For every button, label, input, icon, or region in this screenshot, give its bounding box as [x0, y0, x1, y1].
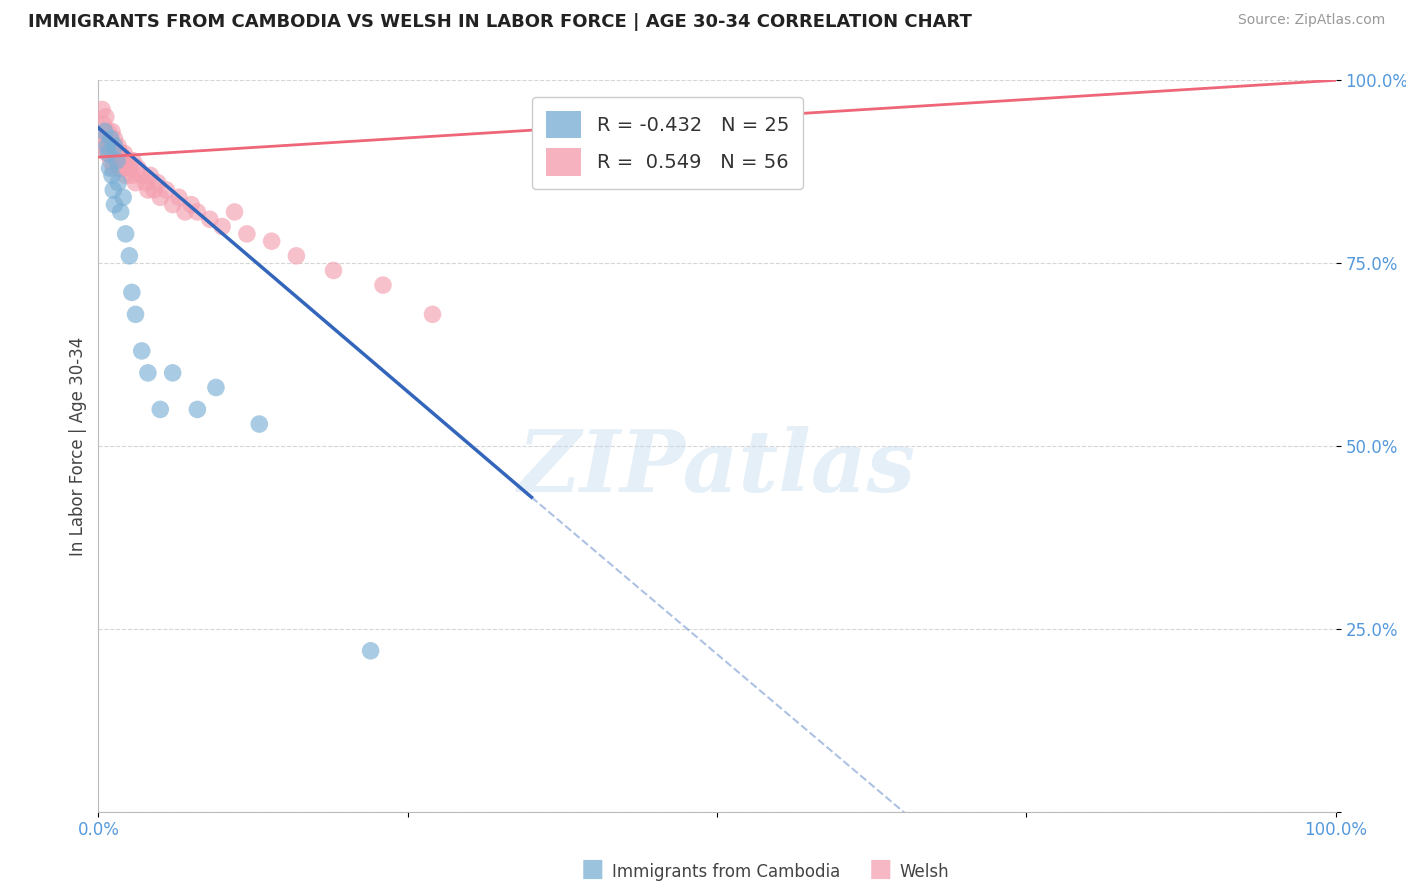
Point — [91, 103, 114, 117]
Point — [98, 161, 121, 175]
Point — [155, 183, 177, 197]
Text: IMMIGRANTS FROM CAMBODIA VS WELSH IN LABOR FORCE | AGE 30-34 CORRELATION CHART: IMMIGRANTS FROM CAMBODIA VS WELSH IN LAB… — [28, 13, 972, 31]
Text: ZIPatlas: ZIPatlas — [517, 426, 917, 509]
Point — [93, 139, 115, 153]
Point — [103, 197, 125, 211]
Point — [149, 402, 172, 417]
Point — [186, 402, 208, 417]
Point — [104, 146, 127, 161]
Point — [100, 139, 122, 153]
Point — [93, 124, 115, 138]
Point — [131, 343, 153, 358]
Point — [94, 110, 117, 124]
Point — [101, 169, 124, 183]
Point — [107, 176, 129, 190]
Point — [96, 146, 118, 161]
Point — [122, 153, 145, 168]
Point — [167, 190, 190, 204]
Point — [105, 153, 128, 168]
Point — [114, 169, 136, 183]
Text: ■: ■ — [581, 857, 605, 881]
Point — [118, 161, 141, 175]
Point — [224, 205, 246, 219]
Point — [110, 146, 132, 161]
Point — [112, 146, 135, 161]
Text: Welsh: Welsh — [900, 863, 949, 881]
Point — [360, 644, 382, 658]
Point — [111, 153, 134, 168]
Point — [97, 139, 120, 153]
Point — [97, 124, 120, 138]
Point — [107, 139, 129, 153]
Point — [112, 161, 135, 175]
Point — [100, 132, 122, 146]
Point — [322, 263, 344, 277]
Y-axis label: In Labor Force | Age 30-34: In Labor Force | Age 30-34 — [69, 336, 87, 556]
Point — [105, 153, 128, 168]
Point — [103, 132, 125, 146]
Point — [121, 169, 143, 183]
Point — [103, 146, 125, 161]
Point — [136, 183, 159, 197]
Point — [143, 183, 166, 197]
Point — [96, 139, 118, 153]
Point — [131, 169, 153, 183]
Point — [103, 183, 125, 197]
Point — [149, 190, 172, 204]
Point — [162, 366, 184, 380]
Point — [180, 197, 202, 211]
Text: Source: ZipAtlas.com: Source: ZipAtlas.com — [1237, 13, 1385, 28]
Point — [422, 307, 444, 321]
Point — [121, 285, 143, 300]
Text: ■: ■ — [869, 857, 893, 881]
Point — [103, 139, 125, 153]
Point — [124, 176, 146, 190]
Point — [110, 205, 132, 219]
Point — [124, 307, 146, 321]
Point — [98, 132, 121, 146]
Point — [93, 117, 115, 131]
Text: Immigrants from Cambodia: Immigrants from Cambodia — [612, 863, 839, 881]
Point — [139, 169, 162, 183]
Point — [198, 212, 221, 227]
Point — [108, 161, 131, 175]
Point — [97, 146, 120, 161]
Point — [146, 176, 169, 190]
Point — [205, 380, 228, 394]
Point — [118, 249, 141, 263]
Point — [114, 227, 136, 241]
Point — [103, 161, 125, 175]
Point — [115, 153, 138, 168]
Point — [101, 124, 124, 138]
Point — [371, 278, 394, 293]
Point — [98, 146, 121, 161]
Point — [127, 161, 149, 175]
Point — [103, 139, 125, 153]
Point — [162, 197, 184, 211]
Point — [100, 153, 122, 168]
Point — [211, 219, 233, 234]
Point — [260, 234, 283, 248]
Legend: R = -0.432   N = 25, R =  0.549   N = 56: R = -0.432 N = 25, R = 0.549 N = 56 — [533, 97, 803, 189]
Point — [96, 132, 118, 146]
Point — [174, 205, 197, 219]
Point — [134, 176, 156, 190]
Point — [112, 190, 135, 204]
Point — [186, 205, 208, 219]
Point — [101, 139, 124, 153]
Point — [236, 227, 259, 241]
Point — [136, 366, 159, 380]
Point — [285, 249, 308, 263]
Point — [93, 124, 115, 138]
Point — [247, 417, 270, 431]
